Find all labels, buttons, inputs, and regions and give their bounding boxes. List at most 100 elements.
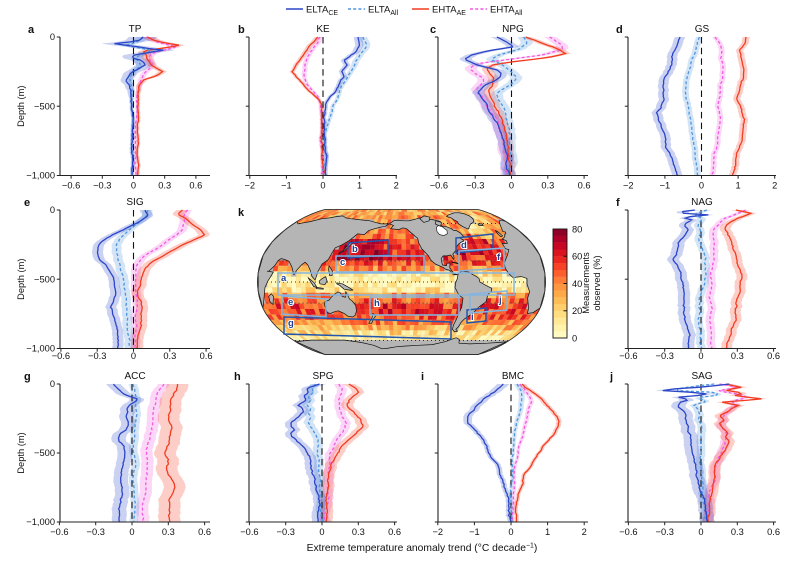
svg-text:60: 60 (572, 252, 582, 262)
svg-text:0: 0 (698, 351, 703, 361)
svg-text:a: a (28, 24, 35, 36)
svg-text:−1,000: −1,000 (26, 344, 55, 354)
svg-text:Depth (m): Depth (m) (16, 432, 26, 473)
svg-text:0: 0 (50, 379, 55, 389)
svg-text:−500: −500 (34, 448, 55, 458)
svg-text:d: d (616, 24, 623, 36)
svg-text:SIG: SIG (126, 197, 143, 208)
svg-text:0: 0 (129, 527, 134, 537)
svg-text:0: 0 (698, 527, 703, 537)
svg-text:−0.6: −0.6 (50, 527, 68, 537)
svg-text:0.6: 0.6 (767, 527, 780, 537)
svg-text:0.3: 0.3 (731, 527, 744, 537)
svg-text:g: g (24, 371, 31, 383)
svg-text:−500: −500 (34, 274, 55, 284)
svg-text:0.6: 0.6 (388, 527, 401, 537)
svg-text:0: 0 (509, 181, 514, 191)
svg-text:BMC: BMC (502, 371, 524, 382)
svg-text:0.6: 0.6 (767, 351, 780, 361)
svg-text:−0.3: −0.3 (87, 527, 105, 537)
svg-text:−0.6: −0.6 (52, 351, 70, 361)
svg-text:20: 20 (572, 306, 582, 316)
svg-text:0.6: 0.6 (200, 351, 213, 361)
svg-text:f: f (497, 252, 501, 263)
svg-text:−0.3: −0.3 (466, 181, 484, 191)
svg-text:c: c (340, 257, 345, 268)
svg-text:80: 80 (572, 224, 582, 234)
svg-text:−1,000: −1,000 (26, 171, 55, 181)
svg-text:−0.3: −0.3 (88, 351, 106, 361)
svg-text:−0.6: −0.6 (619, 527, 637, 537)
svg-text:e: e (24, 197, 30, 209)
svg-text:b: b (238, 24, 245, 36)
svg-text:Extreme temperature anomaly tr: Extreme temperature anomaly trend (°C de… (307, 543, 538, 555)
svg-text:k: k (238, 207, 245, 219)
svg-text:−0.3: −0.3 (656, 527, 674, 537)
svg-text:−0.3: −0.3 (656, 351, 674, 361)
svg-text:Depth (m): Depth (m) (16, 86, 26, 127)
svg-text:−1: −1 (469, 527, 480, 537)
svg-text:0.3: 0.3 (162, 527, 175, 537)
svg-text:−2: −2 (623, 181, 634, 191)
svg-text:j: j (609, 371, 613, 383)
svg-text:−1,000: −1,000 (26, 517, 55, 527)
svg-text:TP: TP (129, 24, 142, 35)
svg-text:j: j (498, 295, 502, 306)
svg-text:Depth (m): Depth (m) (16, 259, 26, 300)
svg-text:SAG: SAG (691, 371, 712, 382)
svg-text:SPG: SPG (312, 371, 333, 382)
svg-text:0.3: 0.3 (731, 351, 744, 361)
svg-text:−2: −2 (432, 527, 443, 537)
svg-text:0: 0 (319, 527, 324, 537)
svg-text:h: h (374, 298, 380, 309)
svg-text:−0.6: −0.6 (62, 181, 80, 191)
svg-text:0.6: 0.6 (198, 527, 211, 537)
svg-text:NAG: NAG (691, 197, 713, 208)
svg-text:2: 2 (772, 181, 777, 191)
svg-text:0: 0 (131, 351, 136, 361)
svg-text:b: b (352, 244, 358, 255)
svg-text:g: g (288, 318, 294, 329)
svg-text:i: i (471, 312, 474, 323)
svg-text:0: 0 (50, 32, 55, 42)
svg-text:−0.3: −0.3 (277, 527, 295, 537)
svg-text:−2: −2 (244, 181, 255, 191)
svg-text:i: i (421, 371, 424, 383)
svg-text:a: a (281, 273, 287, 284)
svg-text:1: 1 (736, 181, 741, 191)
svg-text:d: d (461, 240, 467, 251)
svg-text:−500: −500 (34, 102, 55, 112)
svg-text:ACC: ACC (124, 371, 145, 382)
svg-text:0.3: 0.3 (163, 351, 176, 361)
svg-text:0.3: 0.3 (352, 527, 365, 537)
svg-text:−1: −1 (281, 181, 292, 191)
svg-text:0: 0 (572, 333, 577, 343)
svg-text:−0.6: −0.6 (430, 181, 448, 191)
svg-text:2: 2 (394, 181, 399, 191)
svg-text:f: f (616, 197, 620, 209)
svg-text:0.6: 0.6 (189, 181, 202, 191)
svg-text:−0.6: −0.6 (619, 351, 637, 361)
svg-text:1: 1 (357, 181, 362, 191)
svg-text:NPG: NPG (502, 24, 524, 35)
svg-text:0.3: 0.3 (158, 181, 171, 191)
svg-text:0: 0 (131, 181, 136, 191)
svg-text:0: 0 (699, 181, 704, 191)
svg-text:e: e (288, 297, 293, 308)
svg-text:KE: KE (316, 24, 330, 35)
svg-text:Measurementsobserved (%): Measurementsobserved (%) (581, 252, 602, 314)
svg-text:0: 0 (50, 205, 55, 215)
svg-text:1: 1 (545, 527, 550, 537)
svg-text:0.6: 0.6 (578, 181, 591, 191)
svg-text:0: 0 (320, 181, 325, 191)
svg-text:40: 40 (572, 279, 582, 289)
svg-text:GS: GS (695, 24, 710, 35)
svg-text:−0.6: −0.6 (240, 527, 258, 537)
svg-text:0: 0 (508, 527, 513, 537)
svg-text:−1: −1 (660, 181, 671, 191)
svg-text:h: h (234, 371, 241, 383)
svg-text:0.3: 0.3 (541, 181, 554, 191)
svg-text:−0.3: −0.3 (93, 181, 111, 191)
svg-text:c: c (430, 24, 436, 36)
svg-text:2: 2 (582, 527, 587, 537)
